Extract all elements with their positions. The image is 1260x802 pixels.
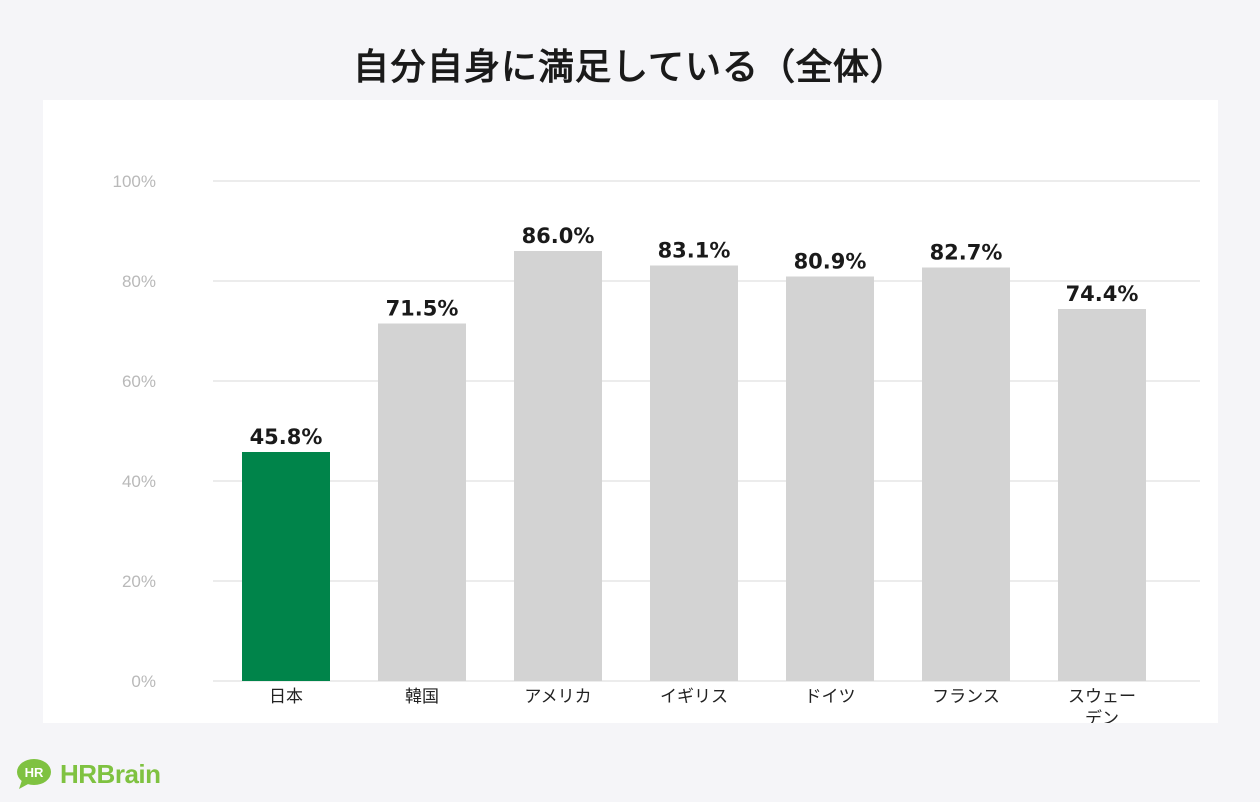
category-label: アメリカ: [524, 687, 591, 707]
y-tick-label: 40%: [122, 472, 156, 491]
category-label: イギリス: [660, 687, 728, 707]
bar: [1058, 309, 1146, 681]
y-tick-label: 0%: [131, 672, 156, 691]
category-label-line: 日本: [269, 687, 303, 707]
category-label: ドイツ: [805, 687, 856, 707]
y-tick-label: 60%: [122, 372, 156, 391]
data-labels: 45.8% 71.5% 86.0% 83.1% 80.9% 82.7% 74.4%: [250, 224, 1139, 449]
hrbrain-logo: HR HRBrain: [16, 756, 161, 792]
bar-chart: 0% 20% 40% 60% 80% 100% 45.8% 71.5% 86.0% 83.1% 8…: [113, 172, 1200, 723]
category-label: 韓国: [405, 687, 439, 707]
logo-bubble-text: HR: [25, 765, 44, 780]
category-label: スウェーデン: [1068, 687, 1136, 723]
bars: [242, 251, 1146, 681]
y-axis-ticks: 0% 20% 40% 60% 80% 100%: [113, 172, 156, 691]
category-label-line: 韓国: [405, 687, 439, 707]
data-label: 74.4%: [1066, 282, 1139, 306]
category-label-line: フランス: [932, 687, 1000, 707]
category-label-line: アメリカ: [524, 687, 591, 707]
bar: [242, 452, 330, 681]
bar: [378, 323, 466, 681]
speech-bubble-icon: HR: [16, 758, 52, 790]
category-label-line: ドイツ: [805, 687, 856, 707]
bar: [514, 251, 602, 681]
category-label-line: スウェー: [1068, 687, 1136, 707]
data-label: 80.9%: [794, 250, 867, 274]
x-axis-categories: 日本 韓国 アメリカ イギリス ドイツ フランス スウェーデン: [269, 687, 1136, 723]
category-label-line: イギリス: [660, 687, 728, 707]
bar: [786, 276, 874, 681]
page-title: 自分自身に満足している（全体）: [353, 47, 907, 88]
data-label: 71.5%: [386, 297, 459, 321]
data-label: 86.0%: [522, 224, 595, 248]
data-label: 82.7%: [930, 241, 1003, 265]
category-label-line: デン: [1085, 708, 1119, 723]
bar: [922, 267, 1010, 681]
logo-wordmark: HRBrain: [60, 758, 161, 789]
data-label: 83.1%: [658, 239, 731, 263]
y-tick-label: 100%: [113, 172, 156, 191]
data-label: 45.8%: [250, 425, 323, 449]
chart-panel: 0% 20% 40% 60% 80% 100% 45.8% 71.5% 86.0% 83.1% 8…: [43, 100, 1218, 723]
y-tick-label: 80%: [122, 272, 156, 291]
bar: [650, 265, 738, 681]
category-label: フランス: [932, 687, 1000, 707]
y-tick-label: 20%: [122, 572, 156, 591]
category-label: 日本: [269, 687, 303, 707]
